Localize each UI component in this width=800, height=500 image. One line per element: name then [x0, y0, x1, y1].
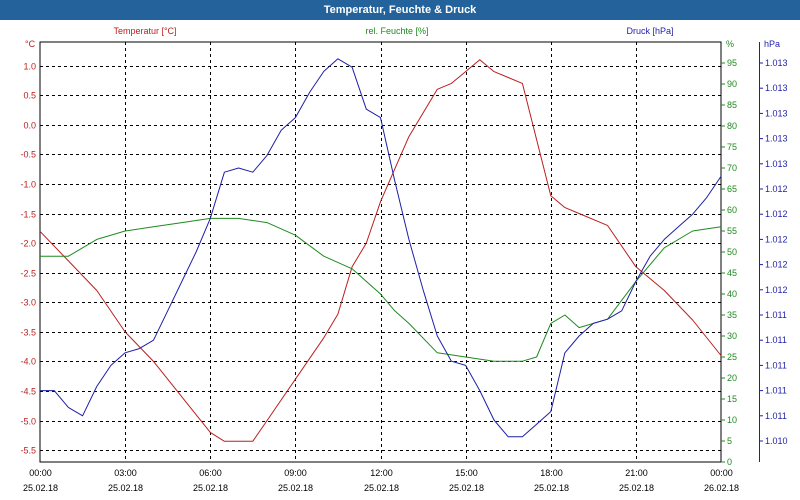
x-date-label: 26.02.18: [704, 483, 739, 493]
plot-area: [39, 41, 722, 463]
pressure-series-line: [40, 58, 722, 438]
humidity-tick-label: 60: [727, 205, 737, 215]
humidity-tick-label: 15: [727, 394, 737, 404]
humidity-tick-label: 0: [727, 457, 732, 467]
axis-labels: °C% hPa Temperatur [°C] rel. Feuchte [%] Dru…: [25, 26, 780, 49]
x-time-label: 09:00: [284, 468, 307, 478]
temperature-tick-label: -4.0: [20, 357, 36, 367]
temperature-tick-label: -1.5: [20, 210, 36, 220]
humidity-tick-label: 30: [727, 331, 737, 341]
humidity-tick-label: 20: [727, 373, 737, 383]
pressure-tick-label: 1.010: [765, 436, 788, 446]
humidity-tick-label: 85: [727, 100, 737, 110]
x-date-label: 25.02.18: [364, 483, 399, 493]
temperature-series-label: Temperatur [°C]: [113, 26, 176, 36]
pressure-tick-label: 1.012: [765, 184, 788, 194]
temperature-tick-label: -4.5: [20, 387, 36, 397]
pressure-tick-label: 1.011: [765, 360, 787, 370]
humidity-tick-label: 25: [727, 352, 737, 362]
pressure-tick-label: 1.011: [765, 310, 787, 320]
temperature-tick-label: -1.0: [20, 180, 36, 190]
x-time-label: 12:00: [370, 468, 393, 478]
pressure-series-label: Druck [hPa]: [626, 26, 673, 36]
x-date-label: 25.02.18: [23, 483, 58, 493]
humidity-series-label: rel. Feuchte [%]: [365, 26, 428, 36]
x-date-label: 25.02.18: [193, 483, 228, 493]
humidity-tick-label: 90: [727, 79, 737, 89]
humidity-unit-label: %: [726, 39, 734, 49]
temperature-tick-label: -0.5: [20, 150, 36, 160]
humidity-tick-label: 95: [727, 58, 737, 68]
pressure-tick-label: 1.011: [765, 335, 787, 345]
x-time-label: 06:00: [199, 468, 222, 478]
x-time-label: 15:00: [455, 468, 478, 478]
x-date-label: 25.02.18: [449, 483, 484, 493]
temperature-tick-label: -2.0: [20, 239, 36, 249]
humidity-tick-label: 75: [727, 142, 737, 152]
temperature-tick-label: -2.5: [20, 269, 36, 279]
temperature-tick-label: -3.0: [20, 298, 36, 308]
temperature-tick-label: -5.0: [20, 417, 36, 427]
humidity-tick-label: 10: [727, 415, 737, 425]
x-time-label: 00:00: [29, 468, 52, 478]
humidity-tick-label: 80: [727, 121, 737, 131]
x-date-label: 25.02.18: [619, 483, 654, 493]
pressure-tick-label: 1.013: [765, 108, 788, 118]
humidity-tick-label: 45: [727, 268, 737, 278]
pressure-tick-label: 1.012: [765, 209, 788, 219]
window-title: Temperatur, Feuchte & Druck: [0, 0, 800, 20]
pressure-tick-label: 1.013: [765, 83, 788, 93]
temperature-unit-label: °C: [25, 39, 36, 49]
x-time-label: 21:00: [625, 468, 648, 478]
humidity-tick-label: 40: [727, 289, 737, 299]
x-time-label: 18:00: [540, 468, 563, 478]
humidity-tick-label: 65: [727, 184, 737, 194]
pressure-tick-label: 1.012: [765, 260, 788, 270]
temperature-series-line: [39, 59, 722, 442]
pressure-tick-label: 1.012: [765, 234, 788, 244]
temperature-tick-label: 0.0: [23, 121, 36, 131]
pressure-tick-label: 1.012: [765, 285, 788, 295]
x-time-label: 00:00: [710, 468, 733, 478]
pressure-tick-label: 1.011: [765, 411, 787, 421]
temperature-tick-label: -3.5: [20, 328, 36, 338]
pressure-tick-label: 1.013: [765, 134, 788, 144]
temperature-tick-label: 0.5: [23, 91, 36, 101]
x-date-label: 25.02.18: [108, 483, 143, 493]
x-date-label: 25.02.18: [278, 483, 313, 493]
pressure-tick-label: 1.013: [765, 159, 788, 169]
tick-labels: 1.0 0.5 0.0 -0.5 -1.0 -1.5 -2.0 -2.5 -3.0 -3.5 -4.…: [20, 58, 787, 493]
pressure-tick-label: 1.013: [765, 58, 788, 68]
series-lines: [39, 58, 722, 442]
temperature-tick-label: 1.0: [23, 62, 36, 72]
pressure-unit-label: hPa: [764, 39, 780, 49]
x-time-label: 03:00: [114, 468, 137, 478]
humidity-tick-label: 50: [727, 247, 737, 257]
temperature-tick-label: -5.5: [20, 446, 36, 456]
humidity-tick-label: 35: [727, 310, 737, 320]
humidity-tick-label: 55: [727, 226, 737, 236]
humidity-tick-label: 5: [727, 436, 732, 446]
x-date-label: 25.02.18: [534, 483, 569, 493]
grid-lines: [40, 42, 763, 463]
plot-border: [39, 41, 722, 463]
pressure-tick-label: 1.011: [765, 386, 787, 396]
humidity-tick-label: 70: [727, 163, 737, 173]
